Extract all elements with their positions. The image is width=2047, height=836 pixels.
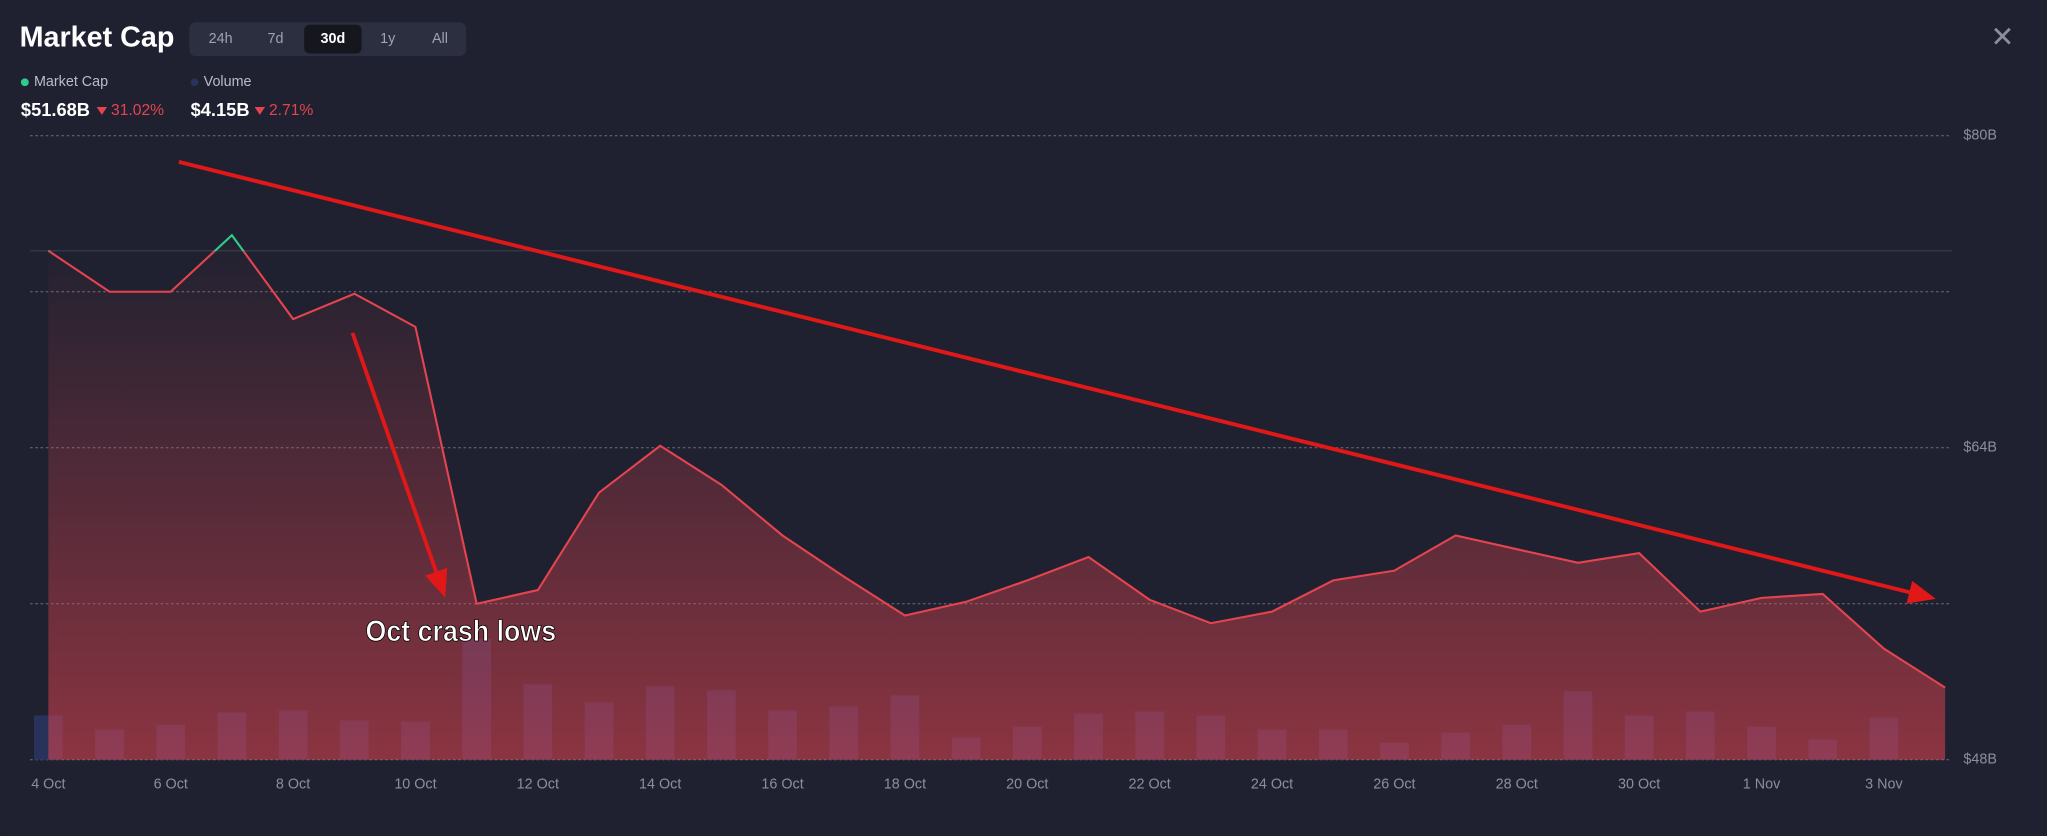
y-tick-label: $48B [1963,752,1997,768]
x-tick-label: 8 Oct [276,776,310,792]
x-tick-label: 28 Oct [1496,776,1538,792]
x-tick-label: 4 Oct [31,776,65,792]
x-tick-label: 14 Oct [639,776,681,792]
x-tick-label: 10 Oct [394,776,436,792]
active-tab [304,24,362,54]
down-icon [254,107,266,115]
x-tick-label: 3 Nov [1865,776,1903,792]
stat-change: 31.02% [111,102,164,119]
annotation: Oct crash lows [366,615,557,648]
x-tick-label: 30 Oct [1618,776,1660,792]
x-tick-label: 1 Nov [1743,776,1781,792]
trend-arrow [178,159,1936,604]
page-title: Market Cap [20,22,175,54]
stat-change: 2.71% [269,102,313,119]
timeframe-button[interactable]: 30d [321,31,346,47]
x-tick-label: 24 Oct [1251,776,1293,792]
stat-value: $4.15B [191,99,250,120]
x-tick-label: 26 Oct [1373,776,1415,792]
close-button[interactable]: ✕ [1991,22,2015,54]
timeframe-button[interactable]: 24h [209,31,233,47]
timeframe-button[interactable]: 7d [268,31,284,47]
legend-label: Volume [204,74,252,90]
x-tick-label: 18 Oct [884,776,926,792]
x-tick-label: 12 Oct [517,776,559,792]
legend-dot [190,78,199,87]
legend-dot [20,78,29,87]
x-tick-label: 20 Oct [1006,776,1048,792]
y-tick-label: $64B [1963,440,1997,456]
timeframe-buttons: 24h 7d 30d 1y All [209,24,448,54]
x-tick-label: 22 Oct [1129,776,1171,792]
y-tick-label: $80B [1963,128,1997,144]
timeframe-button[interactable]: 1y [380,31,396,47]
x-tick-label: 16 Oct [761,776,803,792]
stat-value: $51.68B [21,99,90,120]
down-icon [96,107,108,115]
x-tick-label: 6 Oct [154,776,188,792]
pointer-arrow [350,332,448,598]
plot: $48B $64B $80B 4 Oct 6 Oct 8 Oct 10 Oct 12 Oct 1… [30,128,1997,792]
timeframe-button[interactable]: All [432,31,448,47]
area-fill [48,235,1946,760]
market-cap-line [47,233,1946,689]
legend-label: Market Cap [34,74,108,90]
